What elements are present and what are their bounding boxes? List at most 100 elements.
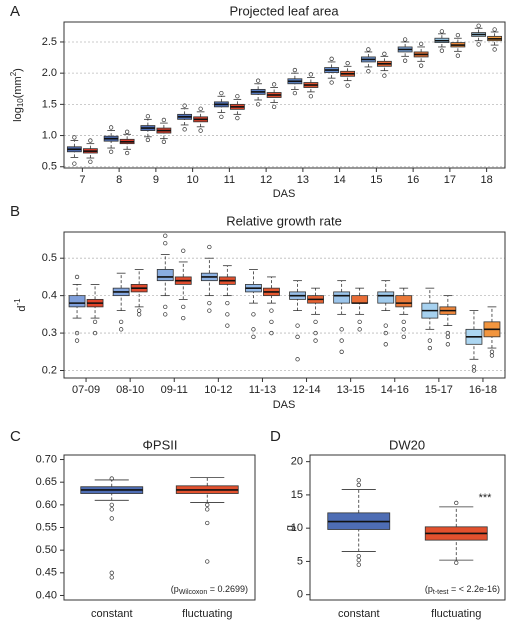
outlier (108, 149, 114, 154)
outlier (356, 478, 361, 483)
y-label-part: 2 (9, 71, 18, 76)
outlier (382, 51, 387, 56)
y-axis-label: d-1 (13, 298, 28, 312)
y-tick-label: 0.65 (36, 476, 57, 488)
y-tick-label: 10 (291, 522, 303, 534)
outlier (181, 248, 186, 253)
box (395, 295, 413, 308)
outlier (207, 300, 212, 306)
outlier (219, 90, 224, 96)
outlier (418, 63, 424, 68)
outlier (313, 338, 318, 343)
outlier (445, 342, 451, 347)
outlier (271, 104, 277, 110)
y-label-part: g (284, 525, 296, 531)
outlier (72, 135, 77, 140)
outlier (402, 58, 408, 63)
box (351, 295, 369, 304)
y-tick-label: 0.70 (36, 453, 57, 465)
outlier (145, 137, 151, 143)
y-tick-label: 0.40 (36, 589, 57, 601)
significance: *** (479, 492, 493, 504)
panel-letter: C (10, 428, 21, 445)
outlier (329, 56, 334, 61)
x-tick-label: constant (91, 608, 133, 620)
outlier (418, 41, 424, 46)
annotation-part: = < 2.2e-16) (448, 584, 500, 594)
outlier (339, 327, 344, 332)
chart-title: Projected leaf area (229, 3, 339, 18)
outlier (92, 330, 98, 336)
outlier (295, 323, 300, 328)
outlier (401, 327, 406, 332)
annotation-part: (p (171, 584, 179, 594)
outlier (357, 319, 362, 324)
outlier (445, 334, 451, 339)
y-tick-label: 0.4 (42, 290, 57, 302)
outlier (356, 557, 361, 563)
outlier (269, 330, 274, 336)
outlier (182, 127, 187, 132)
outlier (219, 114, 224, 119)
outlier (163, 241, 168, 246)
box (333, 291, 351, 304)
x-tick-label: 16-18 (469, 384, 497, 396)
outlier (205, 507, 210, 512)
y-tick-label: 0.55 (36, 521, 57, 533)
outlier (489, 353, 495, 358)
outlier (295, 334, 300, 339)
x-tick-label: 14-16 (381, 384, 409, 396)
outlier (124, 150, 130, 156)
outlier (255, 102, 261, 107)
outlier (205, 502, 210, 507)
y-tick-label: 0.45 (36, 567, 57, 579)
outlier (182, 103, 187, 108)
outlier (255, 78, 261, 83)
outlier (161, 139, 167, 144)
outlier (401, 319, 406, 324)
outlier (471, 364, 477, 369)
panel-letter: A (10, 3, 20, 20)
outlier (136, 312, 142, 317)
annotation: (pWilcoxon = 0.2699) (171, 584, 248, 595)
outlier (492, 47, 497, 52)
outlier (313, 319, 318, 324)
outlier (145, 114, 151, 119)
outlier (88, 138, 93, 143)
plot-frame (63, 21, 506, 169)
x-tick-label: 16 (407, 174, 419, 186)
x-tick-label: 13 (297, 174, 309, 186)
outlier (471, 368, 477, 373)
chart-title: ΦPSII (143, 437, 178, 452)
outlier (74, 338, 80, 343)
outlier (225, 323, 230, 328)
y-tick-label: 0.50 (36, 544, 57, 556)
outlier (109, 502, 114, 507)
box (377, 291, 395, 304)
outlier (402, 37, 408, 42)
outlier (439, 29, 445, 34)
outlier (198, 128, 203, 133)
outlier (235, 115, 240, 121)
y-tick-label: 0.3 (42, 327, 57, 339)
outlier (356, 553, 361, 559)
outlier (124, 129, 130, 134)
outlier (345, 83, 350, 88)
outlier (383, 342, 388, 347)
annotation-part: = 0.2699) (207, 584, 248, 594)
outlier (366, 69, 371, 74)
outlier (271, 82, 277, 87)
outlier (74, 274, 80, 280)
y-tick-label: 15 (291, 489, 303, 501)
x-tick-label: fluctuating (182, 608, 232, 620)
y-tick-label: 2.5 (42, 36, 57, 48)
outlier (476, 23, 481, 28)
outlier (109, 516, 114, 521)
x-axis-label: DAS (273, 188, 296, 200)
y-tick-label: 1.5 (42, 98, 57, 110)
x-tick-label: 15-17 (425, 384, 453, 396)
x-axis-label: DAS (273, 399, 296, 411)
outlier (308, 72, 314, 77)
outlier (339, 349, 344, 354)
